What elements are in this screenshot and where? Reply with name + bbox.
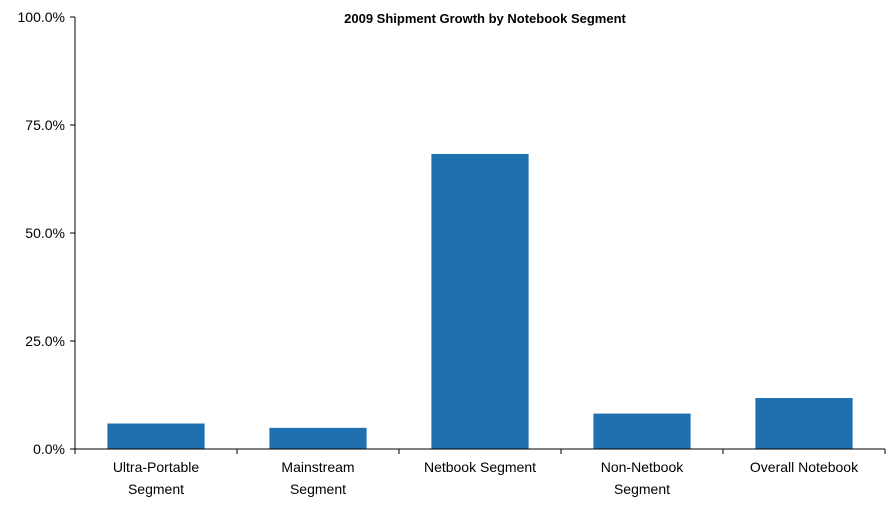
y-tick-label: 25.0% [25, 333, 65, 349]
bar [107, 423, 205, 449]
x-tick-label: Non-Netbook [601, 459, 684, 475]
bars [107, 153, 853, 449]
y-tick-label: 50.0% [25, 225, 65, 241]
x-tick-label: Ultra-Portable [113, 459, 200, 475]
bar [593, 413, 691, 449]
chart-title: 2009 Shipment Growth by Notebook Segment [344, 11, 626, 26]
x-tick-label: Overall Notebook [750, 459, 859, 475]
bar [431, 153, 529, 449]
y-tick-label: 100.0% [18, 9, 65, 25]
x-tick-label: Segment [128, 481, 184, 497]
y-tick-label: 0.0% [33, 441, 65, 457]
x-tick-label: Netbook Segment [424, 459, 536, 475]
y-axis: 0.0% 25.0% 50.0% 75.0% 100.0% [18, 9, 76, 457]
y-tick-label: 75.0% [25, 117, 65, 133]
x-axis: Ultra-Portable Segment Mainstream Segment Ne… [74, 448, 886, 497]
bar [755, 398, 853, 449]
x-tick-label: Mainstream [281, 459, 354, 475]
x-tick-label: Segment [614, 481, 670, 497]
x-tick-label: Segment [290, 481, 346, 497]
bar [269, 427, 367, 449]
